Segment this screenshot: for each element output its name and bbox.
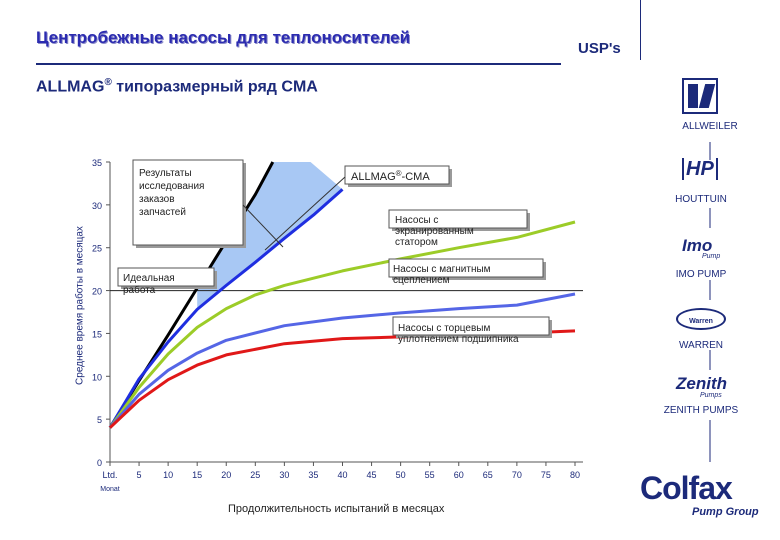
- usp-label: USP's: [578, 40, 621, 57]
- allmag-leader: [264, 176, 346, 251]
- y-tick-label: 15: [92, 329, 102, 339]
- allweiler-logo-icon: [682, 78, 718, 114]
- ideal-text: Идеальная: [123, 273, 175, 284]
- annotation-box: [392, 316, 550, 336]
- mech-seal-text: уплотнением подшипника: [398, 334, 519, 345]
- warren-name: WARREN: [678, 340, 724, 351]
- magnetic-text: Насосы с магнитным: [393, 264, 491, 275]
- warren-logo-icon: Warren: [676, 308, 726, 330]
- imo-logo-icon: Imo Pump: [682, 236, 732, 262]
- x-tick-sublabel: Monat: [100, 486, 120, 493]
- y-tick-label: 20: [92, 287, 102, 297]
- subtitle-rest: типоразмерный ряд CMA: [111, 78, 318, 96]
- annotation-box: [117, 267, 215, 287]
- annotation-box: [132, 159, 244, 246]
- series-line: [108, 188, 344, 429]
- x-tick-label: 30: [279, 470, 289, 480]
- x-tick-label: 35: [308, 470, 318, 480]
- colfax-logo-text: Colfax: [640, 470, 733, 506]
- imo-logo-sub: Pump: [702, 253, 721, 260]
- x-tick-label: 45: [367, 470, 377, 480]
- imo-logo-text: Imo: [682, 236, 713, 255]
- zenith-name: ZENITH PUMPS: [663, 405, 739, 416]
- header-divider: [640, 0, 641, 60]
- x-tick-label: 25: [250, 470, 260, 480]
- allmag-note: ALLMAG®-CMA: [344, 165, 452, 187]
- x-tick-label: 65: [483, 470, 493, 480]
- subtitle-reg: ®: [104, 77, 112, 88]
- imo-name: IMO PUMP: [675, 269, 727, 280]
- y-tick-label: 0: [97, 458, 102, 468]
- x-tick-label: 10: [163, 470, 173, 480]
- parts-study-note: Результаты исследования заказов запчастей: [132, 159, 246, 248]
- houttuin-name: HOUTTUIN: [675, 194, 727, 205]
- zenith-logo-icon: Zenith Pumps: [676, 374, 740, 402]
- slide-subtitle: ALLMAG® типоразмерный ряд CMA: [36, 77, 318, 96]
- zenith-logo-text: Zenith: [676, 374, 727, 393]
- series-line: [108, 292, 576, 429]
- parts-study-text: заказов: [139, 194, 175, 205]
- y-tick-label: 25: [92, 244, 102, 254]
- y-tick-label: 35: [92, 158, 102, 168]
- colfax-logo-icon: Colfax Pump Group: [640, 470, 770, 520]
- zenith-logo-sub: Pumps: [700, 392, 722, 399]
- canned-text: статором: [395, 237, 438, 248]
- allmag-text: ALLMAG®-CMA: [351, 169, 430, 183]
- title-underline: [36, 63, 561, 65]
- series-line: [108, 329, 576, 429]
- y-tick-label: 5: [97, 415, 102, 425]
- y-tick-label: 10: [92, 372, 102, 382]
- allweiler-name: ALLWEILER: [682, 121, 738, 132]
- x-tick-label: 50: [396, 470, 406, 480]
- annotation-box: [388, 209, 528, 229]
- x-tick-label: 60: [454, 470, 464, 480]
- x-tick-label: 5: [137, 470, 142, 480]
- parts-study-text: исследования: [139, 181, 204, 192]
- x-tick-label: 80: [570, 470, 580, 480]
- slide-title: Центробежные насосы для теплоносителей: [36, 28, 411, 47]
- warren-logo-text: Warren: [689, 318, 713, 325]
- x-axis-label: Продолжительность испытаний в месяцах: [228, 503, 445, 515]
- ideal-text: работа: [123, 284, 156, 296]
- magnetic-text: сцеплением: [393, 275, 450, 286]
- x-tick-label: 55: [425, 470, 435, 480]
- x-tick-label: 70: [512, 470, 522, 480]
- canned-text: Насосы с: [395, 215, 438, 226]
- colfax-logo-sub: Pump Group: [692, 506, 759, 518]
- parts-study-text: запчастей: [139, 207, 186, 218]
- parts-study-text: Результаты: [139, 168, 192, 179]
- annotation-box: [344, 165, 450, 185]
- x-tick-label: 40: [337, 470, 347, 480]
- canned-text: экранированным: [395, 226, 474, 237]
- x-tick-label: 20: [221, 470, 231, 480]
- annotation-box: [388, 258, 544, 278]
- x-tick-label: Ltd.: [102, 470, 117, 480]
- houttuin-logo-icon: HP: [682, 158, 718, 181]
- x-tick-label: 75: [541, 470, 551, 480]
- spare-parts-band: [197, 162, 343, 310]
- x-tick-label: 15: [192, 470, 202, 480]
- subtitle-brand: ALLMAG: [36, 78, 105, 96]
- y-tick-label: 30: [92, 201, 102, 211]
- series-line: [108, 220, 576, 429]
- mech-seal-text: Насосы с торцевым: [398, 323, 490, 334]
